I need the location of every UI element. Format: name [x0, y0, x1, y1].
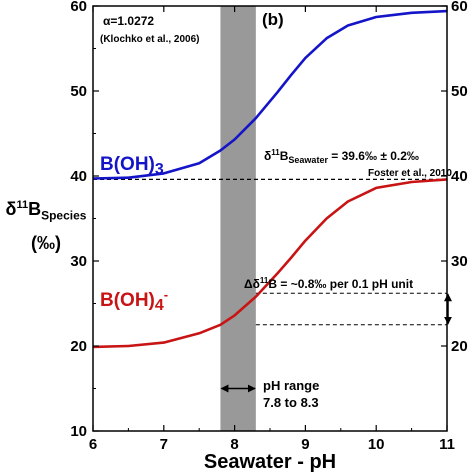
y-axis-unit: (‰)	[31, 232, 61, 253]
series-label-base: B(OH)	[100, 154, 155, 175]
x-axis-label: Seawater - pH	[204, 451, 336, 473]
x-tick-label: 11	[439, 436, 455, 453]
y-tick-label: 50	[70, 83, 87, 100]
y-axis-label-prefix: δ	[5, 199, 17, 219]
series-label-base: B(OH)	[100, 290, 155, 311]
y-tick-label: 60	[70, 0, 87, 15]
y-tick-label: 40	[70, 168, 87, 185]
seawater-value: = 39.6‰ ± 0.2‰	[328, 149, 419, 163]
plot-frame	[92, 5, 448, 432]
y2-tick-label: 20	[451, 338, 468, 355]
alpha-annotation: α=1.0272	[103, 14, 154, 28]
delta-sup: 11	[260, 276, 269, 285]
series-label-superscript: -	[164, 287, 168, 302]
y-tick-label: 30	[70, 253, 87, 270]
seawater-sup: 11	[271, 148, 280, 157]
y-axis-label: δ11BSpecies (‰)	[2, 200, 90, 252]
y2-tick-label: 50	[451, 83, 468, 100]
y2-tick-label: 30	[451, 253, 468, 270]
seawater-delta: δ	[264, 149, 271, 163]
y-axis-label-main: B	[28, 199, 42, 219]
seawater-main: B	[280, 149, 289, 163]
series-line-1	[92, 9, 448, 180]
seawater-source-annotation: Foster et al., 2010	[368, 168, 452, 179]
y-axis-label-sub: Species	[41, 208, 87, 223]
x-tick-label: 7	[160, 436, 168, 453]
x-tick-label: 10	[368, 436, 385, 453]
delta-prefix: Δδ	[244, 277, 260, 291]
ph-range-values: 7.8 to 8.3	[263, 395, 319, 410]
delta-annotation: Δδ11B = ~0.8‰ per 0.1 pH unit	[244, 276, 413, 291]
seawater-annotation: δ11BSeawater = 39.6‰ ± 0.2‰	[264, 148, 419, 165]
y2-tick-label: 60	[451, 0, 468, 15]
series-label-2: B(OH)4-	[100, 287, 168, 314]
alpha-source-annotation: (Klochko et al., 2006)	[100, 34, 199, 45]
series-line-2	[92, 178, 448, 349]
y-tick-label: 20	[70, 338, 87, 355]
delta-rest: B = ~0.8‰ per 0.1 pH unit	[268, 277, 413, 291]
x-tick-label: 6	[89, 436, 97, 453]
panel-label: (b)	[262, 10, 284, 29]
series-label-1: B(OH)3	[100, 154, 164, 178]
x-tick-label: 8	[230, 436, 238, 453]
y-tick-label: 10	[70, 423, 87, 440]
series-label-subscript: 4	[155, 297, 164, 314]
ph-range-band	[220, 6, 256, 431]
series-label-subscript: 3	[155, 161, 164, 178]
x-tick-label: 9	[301, 436, 309, 453]
y-axis-label-sup: 11	[16, 199, 29, 211]
seawater-sub: Seawater	[288, 155, 328, 165]
ph-range-label: pH range	[263, 378, 319, 393]
y2-tick-label: 40	[451, 168, 468, 185]
